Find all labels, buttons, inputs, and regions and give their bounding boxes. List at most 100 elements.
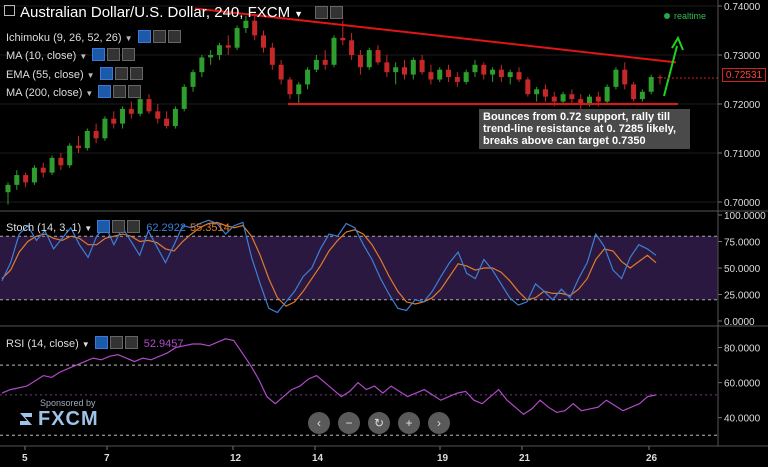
chevron-right-icon[interactable]: › [428,412,450,434]
y-tick-label: 0.74000 [724,2,761,13]
chevron-down-icon[interactable]: ▼ [86,71,95,80]
minus-icon[interactable]: − [338,412,360,434]
candle-body [542,89,548,97]
stoch-k-line [1,219,657,314]
status-dot-icon [664,13,670,19]
candle-body [393,67,399,73]
close-icon[interactable] [127,220,141,233]
candle-body [340,37,346,41]
candle-body [648,77,654,92]
candle-body [613,69,619,87]
candle-body [446,69,452,78]
candle-body [172,108,178,127]
chart-title: Australian Dollar/U.S. Dollar, 240, FXCM [20,4,291,21]
x-tick-label: 12 [230,453,242,464]
stoch-d-value: 55.3514 [189,222,230,234]
candle-body [419,59,425,73]
gear-icon[interactable] [112,220,126,233]
close-icon[interactable] [330,6,344,19]
candle-body [384,62,390,73]
close-icon[interactable] [124,336,138,349]
sponsor-brand: FXCM [38,408,99,430]
y-tick-label: 0.73000 [724,51,761,62]
y-tick-label: 0.72000 [724,100,761,111]
y-tick-label: 0.70000 [724,198,761,209]
x-tick-label: 7 [104,453,110,464]
candle-body [252,20,258,36]
candle-body [31,167,37,183]
indicator-ma200[interactable]: MA (200, close) ▼ [6,85,142,99]
y-tick-label: 50.0000 [724,264,761,275]
arrow-head-icon [671,35,684,51]
close-icon[interactable] [122,48,136,61]
candle-body [349,40,355,55]
candle-body [587,96,593,104]
plus-icon[interactable]: + [398,412,420,434]
gear-icon[interactable] [107,48,121,61]
y-tick-label: 60.0000 [724,379,761,390]
close-icon[interactable] [129,67,143,80]
candle-body [490,69,496,75]
reset-icon[interactable]: ↻ [368,412,390,434]
gear-icon[interactable] [109,336,123,349]
x-tick-label: 21 [519,453,531,464]
candle-body [463,72,469,82]
sponsor-badge[interactable]: Sponsored by FXCM [18,398,99,431]
candle-body [560,94,566,102]
last-price-tag: 0.72531 [722,68,766,82]
candle-body [595,96,601,102]
eye-icon[interactable] [137,30,151,43]
eye-icon[interactable] [94,336,108,349]
candle-body [639,91,645,100]
indicator-ma10[interactable]: MA (10, close) ▼ [6,48,136,62]
chevron-down-icon[interactable]: ▼ [294,9,304,19]
gear-icon[interactable] [152,30,166,43]
chart-nav-controls[interactable]: ‹ − ↻ + › [308,412,458,434]
candle-body [137,99,143,114]
eye-icon[interactable] [92,48,106,61]
eye-icon[interactable] [98,85,112,98]
candle-body [190,72,196,87]
close-icon[interactable] [167,30,181,43]
candle-body [146,99,152,112]
candle-body [216,45,222,55]
projection-arrow [663,45,678,97]
indicator-label: MA (10, close) [6,50,77,62]
candle-body [234,28,240,48]
collapse-icon[interactable] [4,5,15,16]
indicator-label: Ichimoku (9, 26, 52, 26) [6,32,122,44]
candle-body [102,118,108,139]
rsi-line [1,338,657,415]
chevron-down-icon[interactable]: ▼ [124,34,133,43]
chart-header[interactable]: Australian Dollar/U.S. Dollar, 240, FXCM… [4,4,344,21]
candle-body [67,145,73,166]
stoch-header[interactable]: Stoch (14, 3, 1) ▼ 62.2922 55.3514 [6,220,230,234]
rsi-value: 52.9457 [143,338,184,350]
y-tick-label: 25.0000 [724,291,761,302]
settings-icon[interactable] [315,6,329,19]
eye-icon[interactable] [97,220,111,233]
rsi-pane: 80.0000 60.0000 40.0000 [0,338,761,436]
gear-icon[interactable] [114,67,128,80]
chevron-down-icon[interactable]: ▼ [81,340,90,349]
chevron-left-icon[interactable]: ‹ [308,412,330,434]
rsi-header[interactable]: RSI (14, close) ▼ 52.9457 [6,336,184,350]
close-icon[interactable] [128,85,142,98]
realtime-label: realtime [674,11,707,21]
candle-body [296,84,302,95]
candle-body [551,96,557,102]
chevron-down-icon[interactable]: ▼ [79,52,88,61]
chevron-down-icon[interactable]: ▼ [85,89,94,98]
candle-body [243,20,249,29]
resistance-trendline [194,7,677,64]
indicator-label: EMA (55, close) [6,69,84,81]
chevron-down-icon[interactable]: ▼ [84,224,93,233]
indicator-ema55[interactable]: EMA (55, close) ▼ [6,67,143,81]
analysis-annotation: Bounces from 0.72 support, rally till tr… [479,109,690,149]
gear-icon[interactable] [113,85,127,98]
candle-body [428,72,434,80]
indicator-ichimoku[interactable]: Ichimoku (9, 26, 52, 26) ▼ [6,30,181,44]
x-tick-label: 26 [646,453,658,464]
y-tick-label: 100.0000 [724,211,766,222]
eye-icon[interactable] [99,67,113,80]
